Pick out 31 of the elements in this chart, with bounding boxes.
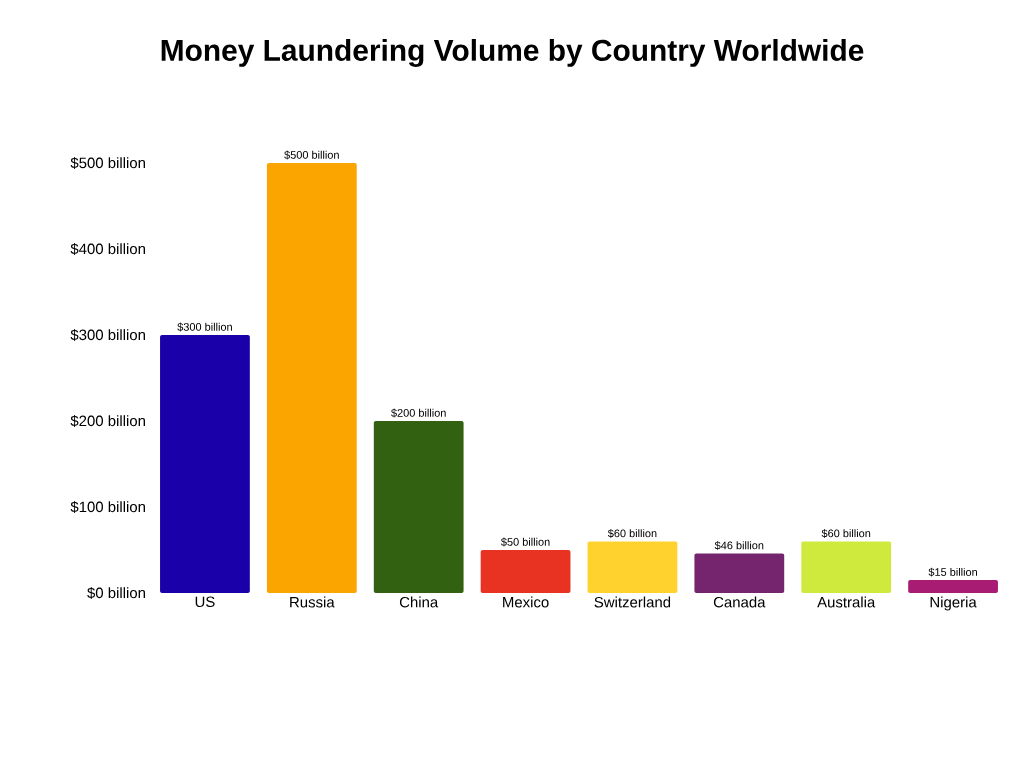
data-label: $500 billion [284,150,339,160]
data-label: $15 billion [928,567,977,577]
x-tick-label: US [195,596,215,608]
data-label: $50 billion [501,537,550,547]
data-label: $60 billion [821,529,871,538]
bar [908,580,998,593]
x-tick-label: Canada [713,596,766,608]
x-tick-label: China [399,596,439,608]
x-tick-label: Switzerland [594,596,671,608]
y-tick-label: $100 billion [70,500,145,514]
data-label: $46 billion [714,541,764,550]
data-label: $300 billion [177,322,232,332]
x-tick-label: Russia [290,596,335,608]
y-tick-label: $500 billion [70,156,145,170]
x-tick-label: Mexico [503,596,549,608]
x-tick-label: Australia [817,596,876,608]
bar [266,163,357,593]
bar [587,541,678,593]
bar [694,553,785,593]
y-tick-label: $200 billion [70,414,145,428]
data-label: $60 billion [607,529,657,538]
data-label: $200 billion [391,408,446,418]
y-tick-label: $0 billion [87,586,145,600]
bar [480,550,571,593]
chart-title: Money Laundering Volume by Country Worldwide [161,39,864,67]
bar [160,335,250,593]
x-tick-label: Nigeria [930,596,977,611]
bar [373,421,464,593]
y-tick-label: $400 billion [70,242,145,256]
bar [801,541,892,593]
y-tick-label: $300 billion [70,328,145,342]
